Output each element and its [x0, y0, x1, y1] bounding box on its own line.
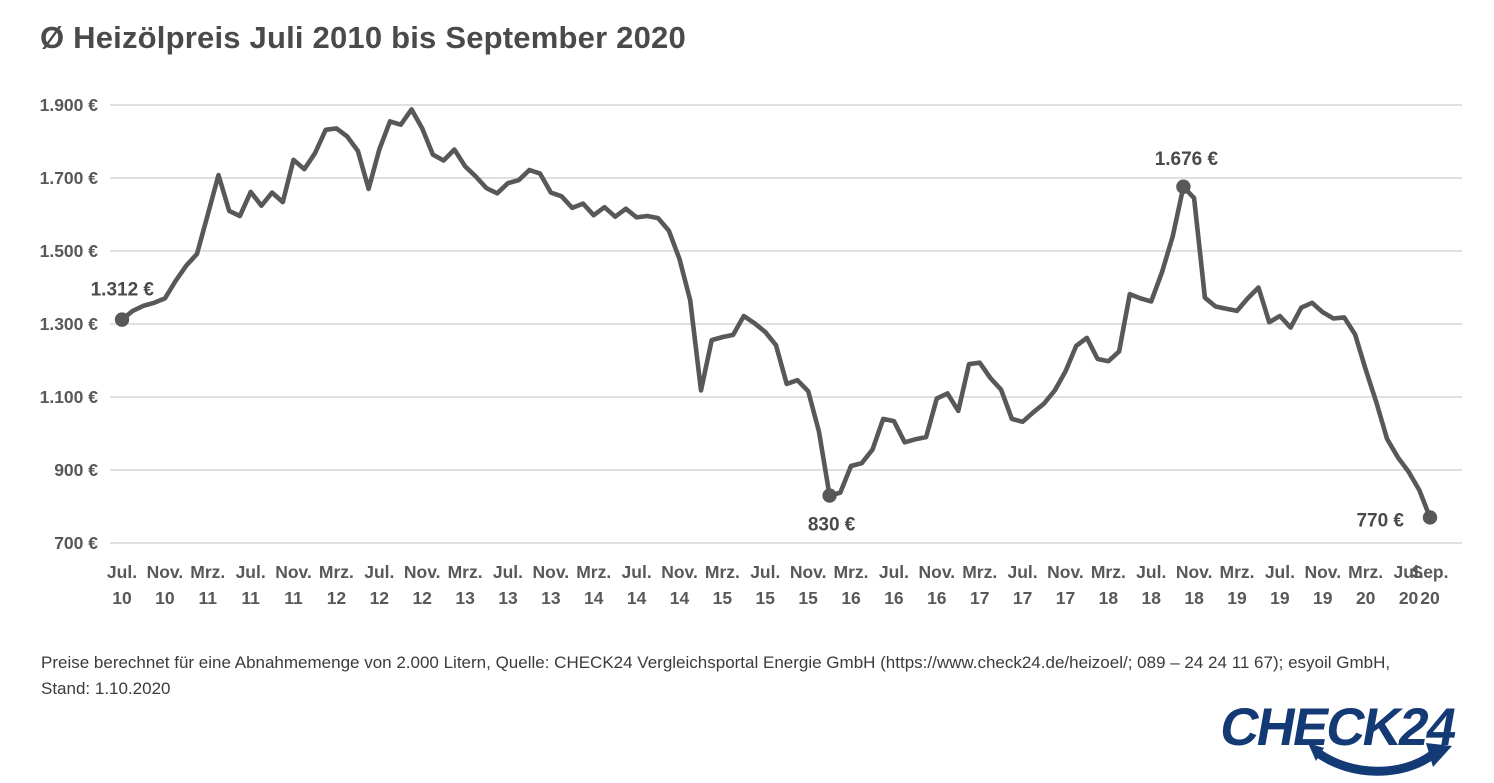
x-tick-month-label: Jul. [364, 562, 394, 582]
x-tick-year-label: 10 [112, 588, 132, 608]
x-tick-year-label: 13 [498, 588, 518, 608]
x-tick-month-label: Nov. [147, 562, 184, 582]
data-point-label: 770 € [1356, 510, 1404, 531]
x-tick-month-label: Jul. [879, 562, 909, 582]
check24-logo: CHECK24 [1215, 697, 1459, 776]
x-tick-year-label: 13 [455, 588, 475, 608]
price-line [119, 107, 1433, 520]
x-tick-month-label: Mrz. [1348, 562, 1383, 582]
x-tick-year-label: 18 [1142, 588, 1162, 608]
chart-title: Ø Heizölpreis Juli 2010 bis September 20… [40, 20, 686, 55]
x-tick-year-label: 11 [199, 588, 218, 608]
x-tick-month-label: Sep. [1412, 562, 1449, 582]
x-tick-month-label: Jul. [493, 562, 523, 582]
data-point-label: 1.676 € [1155, 149, 1219, 170]
x-tick-year-label: 18 [1099, 588, 1119, 608]
check24-logo-arrow-icon [1308, 743, 1452, 776]
data-point-marker [1176, 179, 1191, 194]
x-tick-year-label: 17 [1056, 588, 1075, 608]
x-tick-year-label: 12 [370, 588, 390, 608]
x-tick-year-label: 16 [927, 588, 947, 608]
source-note-line1: Preise berechnet für eine Abnahmemenge v… [41, 653, 1391, 672]
x-tick-year-label: 19 [1227, 588, 1247, 608]
x-tick-month-label: Nov. [1176, 562, 1213, 582]
data-point-label: 830 € [808, 515, 856, 536]
data-point-marker [1422, 510, 1438, 525]
x-tick-month-label: Mrz. [1091, 562, 1126, 582]
x-tick-month-label: Mrz. [705, 562, 740, 582]
x-tick-month-label: Nov. [275, 562, 312, 582]
x-tick-month-label: Nov. [533, 562, 570, 582]
x-tick-month-label: Nov. [919, 562, 956, 582]
x-tick-month-label: Mrz. [190, 562, 225, 582]
x-tick-year-label: 20 [1420, 588, 1440, 608]
x-tick-year-label: 13 [541, 588, 561, 608]
y-tick-label: 1.300 € [40, 314, 99, 334]
source-note: Preise berechnet für eine Abnahmemenge v… [41, 650, 1471, 703]
x-tick-year-label: 19 [1270, 588, 1290, 608]
x-tick-year-label: 11 [284, 588, 303, 608]
x-tick-month-label: Mrz. [576, 562, 611, 582]
x-tick-month-label: Jul. [1393, 562, 1423, 582]
x-tick-year-label: 15 [798, 588, 818, 608]
x-tick-month-label: Jul. [622, 562, 652, 582]
x-tick-month-label: Nov. [1047, 562, 1084, 582]
y-tick-label: 900 € [54, 460, 98, 480]
x-tick-year-label: 12 [412, 588, 432, 608]
x-tick-year-label: 17 [970, 588, 989, 608]
price-line-chart: 1.900 € 1.700 € 1.500 € 1.300 € 1.100 € 900 €… [40, 95, 1462, 608]
x-tick-month-label: Jul. [1265, 562, 1295, 582]
x-tick-year-label: 12 [327, 588, 347, 608]
x-tick-year-label: 20 [1356, 588, 1376, 608]
x-tick-month-label: Nov. [790, 562, 827, 582]
x-tick-year-label: 16 [841, 588, 861, 608]
x-tick-year-label: 14 [670, 588, 690, 608]
x-tick-year-label: 14 [584, 588, 604, 608]
x-tick-year-label: 15 [713, 588, 733, 608]
data-point-marker [822, 488, 837, 503]
x-tick-month-label: Jul. [236, 562, 266, 582]
x-tick-year-label: 11 [241, 588, 260, 608]
x-tick-month-label: Mrz. [448, 562, 483, 582]
x-tick-month-label: Nov. [661, 562, 698, 582]
x-tick-year-label: 18 [1184, 588, 1204, 608]
x-tick-year-label: 20 [1399, 588, 1419, 608]
x-tick-year-label: 15 [756, 588, 776, 608]
x-tick-year-label: 19 [1313, 588, 1333, 608]
x-tick-month-label: Mrz. [834, 562, 869, 582]
x-tick-year-label: 16 [884, 588, 904, 608]
x-tick-month-label: Jul. [750, 562, 780, 582]
x-tick-month-label: Mrz. [319, 562, 354, 582]
y-tick-label: 1.100 € [40, 387, 99, 407]
data-point-label: 1.312 € [91, 280, 155, 301]
x-tick-year-label: 14 [627, 588, 647, 608]
x-tick-month-label: Jul. [1008, 562, 1038, 582]
x-tick-year-label: 17 [1013, 588, 1032, 608]
x-tick-month-label: Mrz. [1220, 562, 1255, 582]
x-tick-month-label: Jul. [1136, 562, 1166, 582]
x-tick-month-label: Mrz. [962, 562, 997, 582]
y-tick-label: 1.500 € [40, 241, 99, 261]
x-tick-month-label: Nov. [404, 562, 441, 582]
y-tick-label: 700 € [54, 533, 98, 553]
y-tick-label: 1.700 € [40, 168, 99, 188]
source-note-line2: Stand: 1.10.2020 [41, 679, 171, 699]
x-tick-year-label: 10 [155, 588, 175, 608]
data-point-marker [114, 312, 130, 327]
x-tick-month-label: Nov. [1304, 562, 1341, 582]
y-tick-label: 1.900 € [40, 95, 99, 115]
x-tick-month-label: Jul. [107, 562, 137, 582]
